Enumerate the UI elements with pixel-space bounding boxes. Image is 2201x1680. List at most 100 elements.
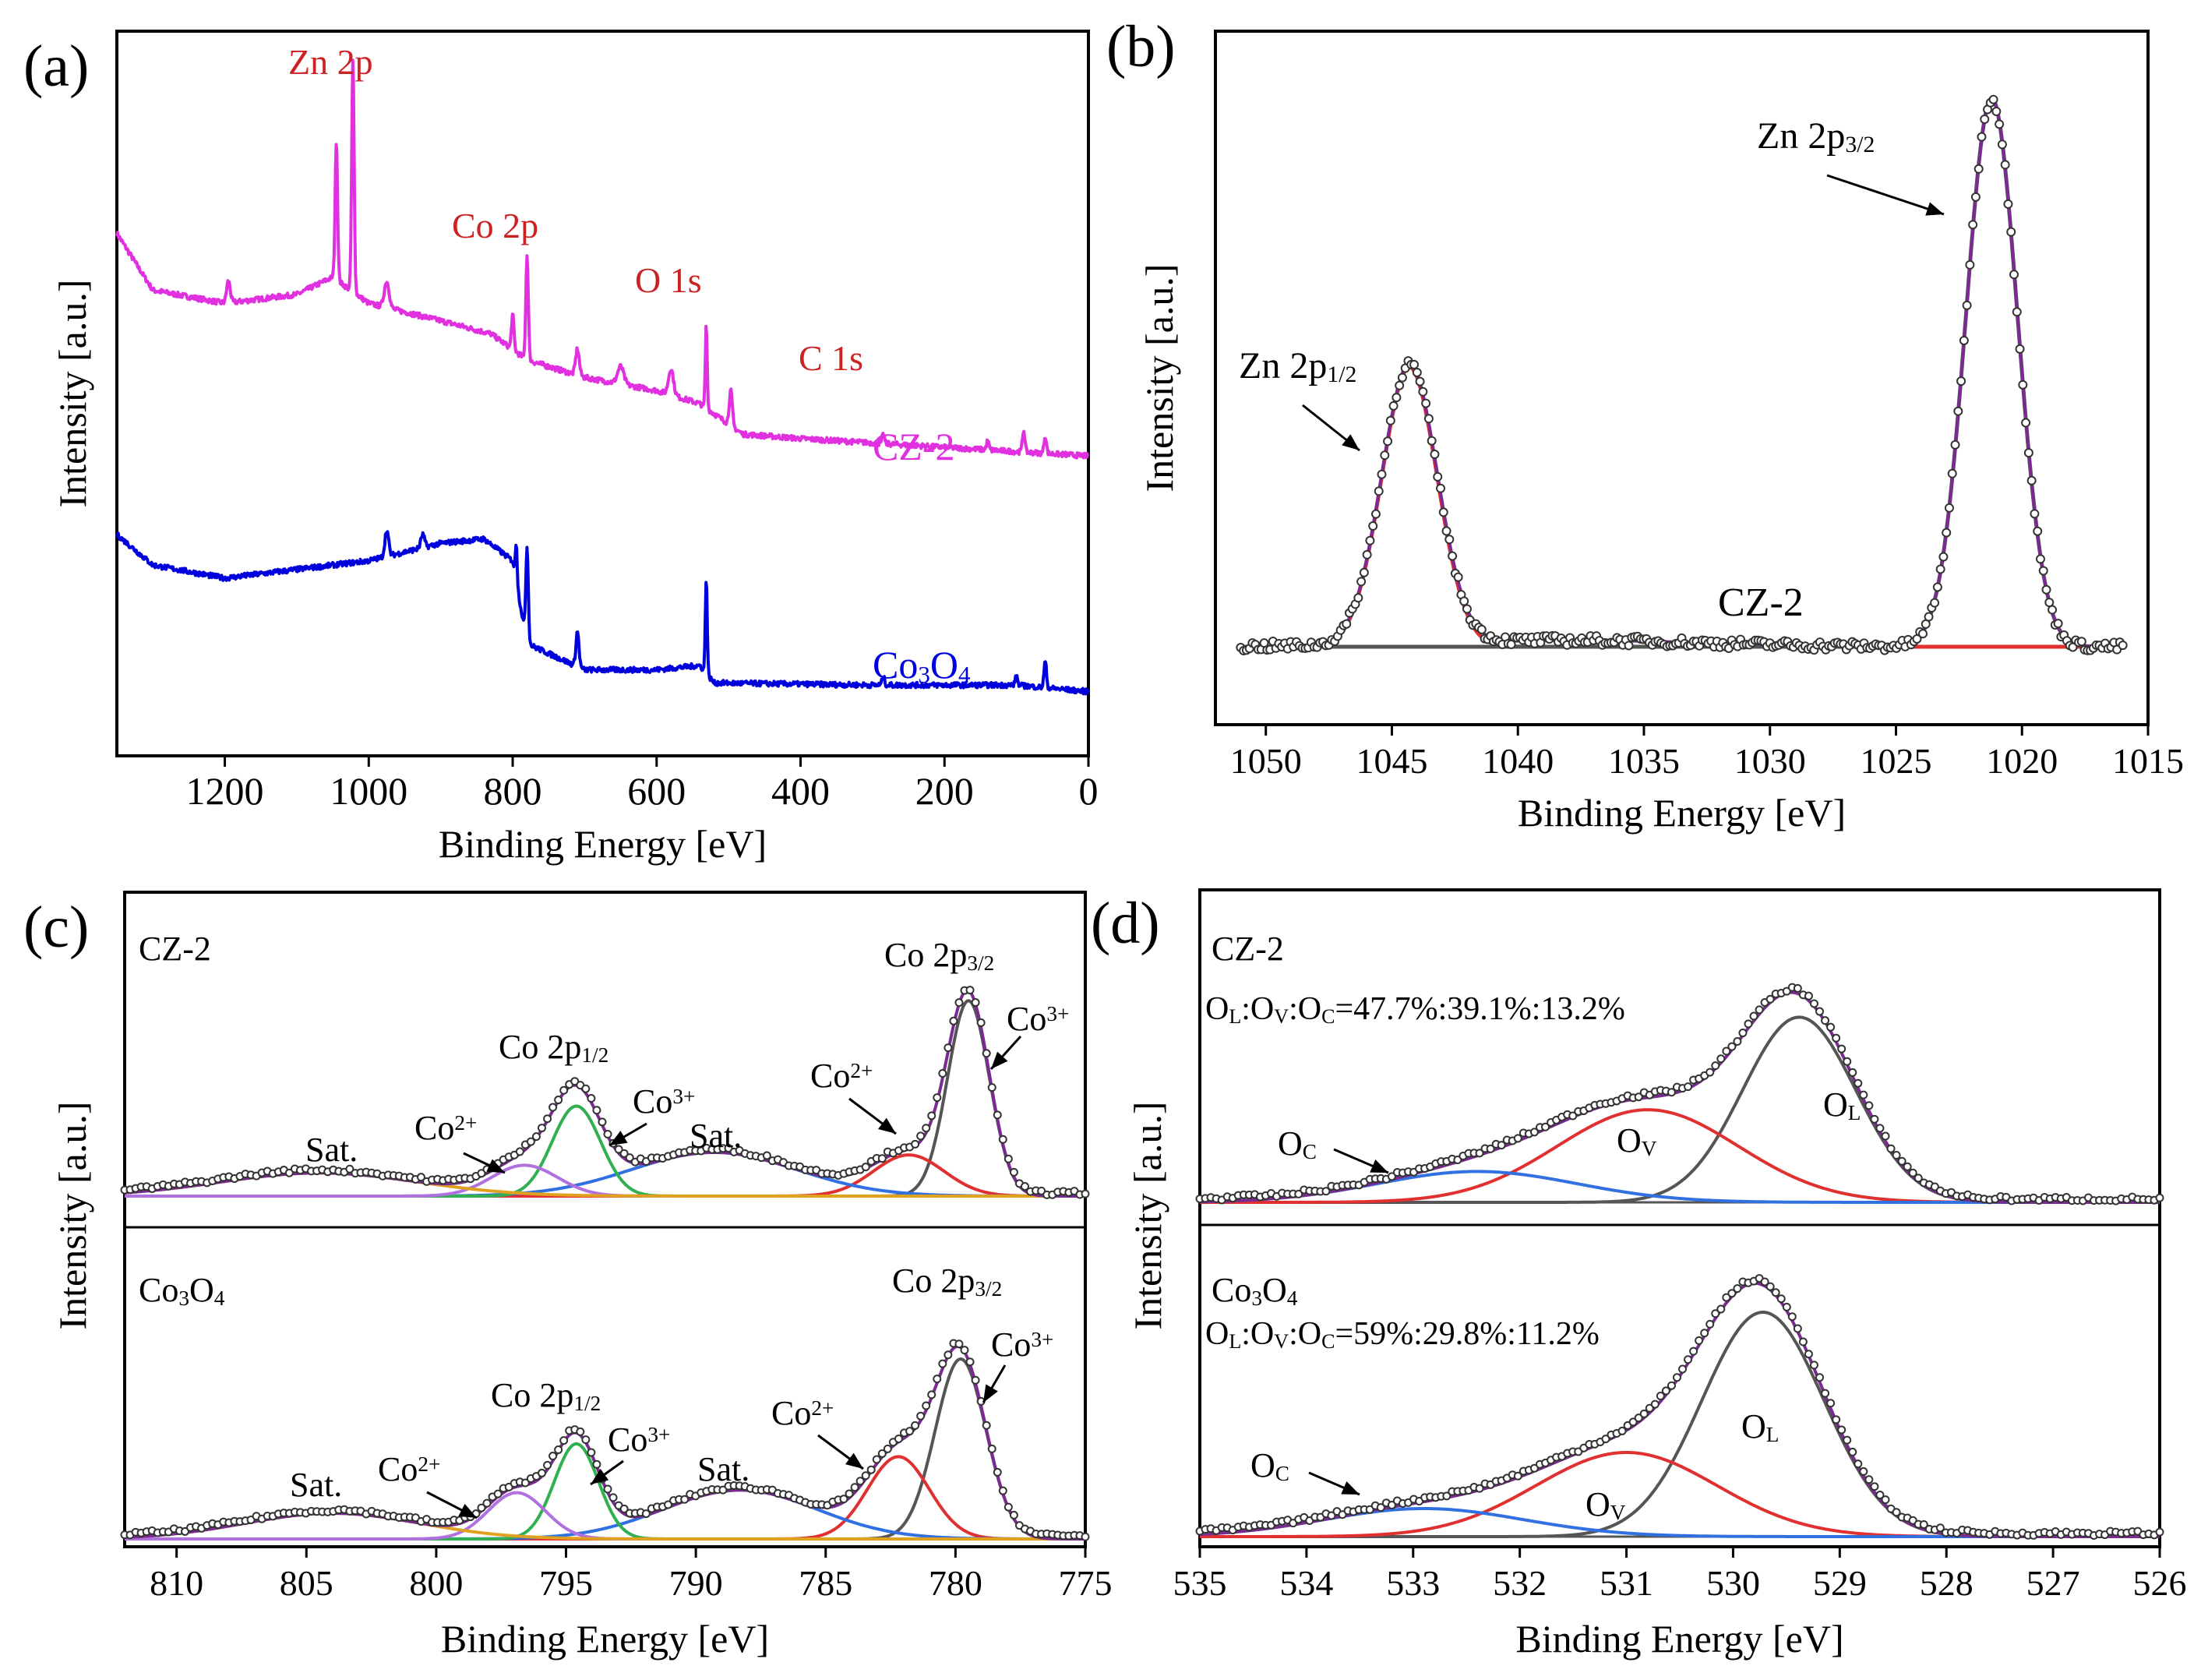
raw-point — [1433, 471, 1443, 482]
x-tick-label: 1050 — [1230, 741, 1302, 781]
raw-point — [2012, 307, 2022, 317]
raw-point — [1678, 1364, 1688, 1374]
raw-point — [1634, 1414, 1643, 1423]
raw-point — [960, 1346, 969, 1355]
raw-point — [1391, 393, 1402, 403]
series-label-co3o4-part: 4 — [958, 661, 971, 688]
arrow-co3plus-b — [608, 1122, 647, 1147]
raw-point — [1765, 994, 1775, 1004]
x-tick-label: 1200 — [186, 769, 264, 813]
raw-point — [965, 1357, 975, 1367]
annotation-zn2p: Zn 2p — [288, 42, 373, 82]
raw-point — [2048, 605, 2058, 615]
raw-point — [982, 1421, 991, 1430]
raw-point — [1081, 1189, 1090, 1198]
raw-point — [416, 1173, 425, 1182]
raw-point — [2155, 1527, 2164, 1537]
x-axis-title: Binding Energy [eV] — [1518, 791, 1846, 835]
series-label-cz2: CZ-2 — [873, 425, 955, 468]
label-co2plus-part: 2+ — [811, 1396, 834, 1420]
ratio-text-part: O — [1205, 1316, 1229, 1352]
raw-point — [1843, 1057, 1852, 1066]
ratio-text-part: :O — [1241, 1316, 1274, 1352]
raw-point — [1342, 619, 1352, 629]
raw-point — [1854, 1078, 1863, 1088]
raw-point — [1639, 1409, 1649, 1418]
annotation-co2p: Co 2p — [452, 206, 538, 245]
raw-point — [1782, 1302, 1791, 1311]
raw-point — [603, 1130, 612, 1139]
raw-point — [587, 1448, 596, 1457]
raw-point — [1004, 1502, 1013, 1512]
raw-point — [1359, 567, 1369, 577]
arrow-co3plus-b-head — [591, 1468, 609, 1484]
raw-point — [559, 1085, 569, 1095]
subplot-label-co3o4-part: Co — [139, 1271, 178, 1309]
subplot-co3o4 — [1195, 1274, 2164, 1540]
raw-point — [883, 1444, 892, 1453]
raw-point — [1418, 386, 1428, 397]
arrow-oc — [1333, 1148, 1389, 1174]
raw-point — [1738, 1029, 1748, 1038]
raw-point — [1965, 259, 1975, 270]
raw-point — [916, 1131, 926, 1141]
fit-component — [1199, 1451, 2160, 1538]
arrow-co2plus-b-head — [458, 1503, 477, 1518]
raw-point — [2076, 637, 2086, 647]
arrow-co3plus-head — [983, 1384, 998, 1403]
annotation-zn2p12: Zn 2p1/2 — [1239, 345, 1356, 387]
label-co2p12-part: Co 2p — [499, 1028, 581, 1066]
raw-point — [1930, 1182, 1939, 1191]
raw-point — [982, 1049, 991, 1058]
raw-point — [944, 1043, 953, 1053]
label-co2plus-b-part: 2+ — [418, 1452, 440, 1476]
panel-a-label: (a) — [23, 34, 89, 99]
raw-point — [1645, 1403, 1654, 1413]
raw-point — [954, 1339, 964, 1349]
raw-point — [1776, 1294, 1786, 1304]
label-ol-part: O — [1823, 1085, 1848, 1124]
subplot-cz2 — [1195, 983, 2164, 1205]
ratio-text-part: =47.7%:39.1%:13.2% — [1335, 991, 1624, 1027]
raw-point — [1617, 1426, 1627, 1435]
raw-point — [1376, 1503, 1385, 1512]
label-co2plus-part: Co — [810, 1057, 850, 1095]
sample-label: CZ-2 — [1718, 581, 1804, 625]
annotation-o1s: O 1s — [635, 260, 702, 300]
raw-point — [1947, 468, 1957, 478]
raw-point — [861, 1471, 870, 1481]
raw-point — [598, 1117, 607, 1127]
label-co2p12: Co 2p1/2 — [491, 1376, 601, 1415]
x-tick-label: 529 — [1813, 1563, 1867, 1603]
label-co3plus-part: 3+ — [1046, 1002, 1069, 1025]
ratio-text-part: C — [1321, 1330, 1335, 1353]
raw-point — [581, 1084, 591, 1093]
label-co2plus-b: Co2+ — [414, 1109, 477, 1147]
x-axis-title: Binding Energy [eV] — [441, 1617, 769, 1661]
raw-point — [944, 1350, 953, 1360]
raw-point — [938, 1359, 947, 1368]
raw-point — [1448, 551, 1458, 561]
raw-point — [2053, 619, 2063, 629]
raw-point — [1684, 1355, 1693, 1364]
raw-point — [1716, 1054, 1726, 1064]
label-co2plus-b-part: 2+ — [454, 1111, 477, 1135]
raw-point — [933, 1375, 942, 1384]
subplot-label-co3o4-part: O — [189, 1271, 214, 1309]
label-co3plus-part: Co — [1007, 1000, 1046, 1038]
arrow-co3plus-b — [590, 1459, 624, 1486]
raw-point — [1848, 1068, 1857, 1077]
label-co3plus-b-part: 3+ — [672, 1085, 695, 1108]
raw-point — [1486, 1144, 1495, 1153]
raw-point — [987, 1444, 996, 1453]
raw-point — [1436, 483, 1446, 493]
raw-point — [861, 1163, 870, 1172]
label-co2plus: Co2+ — [771, 1394, 834, 1432]
raw-point — [1809, 999, 1818, 1008]
raw-point — [1476, 624, 1487, 634]
subplot-label-co3o4: Co3O4 — [1212, 1271, 1298, 1310]
raw-point — [1497, 1141, 1506, 1150]
panel-b-frame — [1214, 30, 2150, 726]
x-tick-label: 1025 — [1860, 741, 1931, 781]
raw-point — [866, 1465, 876, 1474]
